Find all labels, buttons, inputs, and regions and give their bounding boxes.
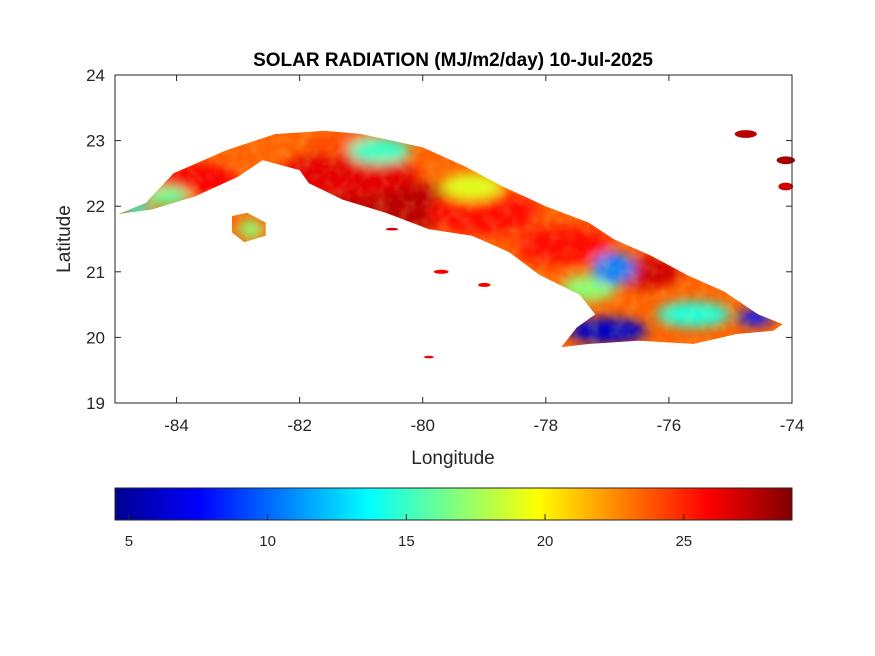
x-axis-label: Longitude bbox=[411, 448, 494, 469]
colorbar-gradient bbox=[114, 487, 793, 521]
x-tick-label: -80 bbox=[410, 416, 435, 435]
y-tick-label: 21 bbox=[86, 263, 105, 282]
colorbar-tick-label: 20 bbox=[537, 533, 554, 550]
islet bbox=[734, 130, 757, 138]
colorbar-ticks: 5 10 15 20 25 bbox=[125, 514, 692, 550]
y-axis-ticks: 19 20 21 22 23 24 bbox=[86, 66, 792, 413]
y-tick-label: 23 bbox=[86, 132, 105, 151]
y-axis-label: Latitude bbox=[54, 205, 75, 273]
x-tick-label: -76 bbox=[657, 416, 682, 435]
y-tick-label: 19 bbox=[86, 394, 105, 413]
chart-title: SOLAR RADIATION (MJ/m2/day) 10-Jul-2025 bbox=[253, 50, 653, 71]
colorbar: 5 10 15 20 25 bbox=[114, 487, 793, 550]
colorbar-tick-label: 25 bbox=[675, 533, 692, 550]
x-tick-label: -74 bbox=[780, 416, 805, 435]
y-tick-label: 20 bbox=[86, 328, 105, 347]
y-tick-label: 24 bbox=[86, 66, 105, 85]
islet bbox=[424, 355, 434, 359]
islet bbox=[778, 182, 794, 191]
islet bbox=[478, 282, 491, 287]
islets bbox=[385, 130, 795, 359]
islet bbox=[776, 156, 795, 165]
colorbar-tick-label: 15 bbox=[398, 533, 415, 550]
x-axis-ticks: -84 -82 -80 -78 -76 -74 bbox=[164, 75, 804, 435]
map-plot-area: -84 -82 -80 -78 -76 -74 19 20 21 22 23 24 bbox=[86, 66, 804, 435]
colorbar-tick-label: 5 bbox=[125, 533, 133, 550]
islet bbox=[433, 269, 449, 274]
y-tick-label: 22 bbox=[86, 197, 105, 216]
x-tick-label: -82 bbox=[287, 416, 312, 435]
axes-box bbox=[114, 74, 793, 404]
x-tick-label: -78 bbox=[534, 416, 559, 435]
x-tick-label: -84 bbox=[164, 416, 189, 435]
colorbar-tick-label: 10 bbox=[259, 533, 276, 550]
islet bbox=[385, 227, 399, 231]
